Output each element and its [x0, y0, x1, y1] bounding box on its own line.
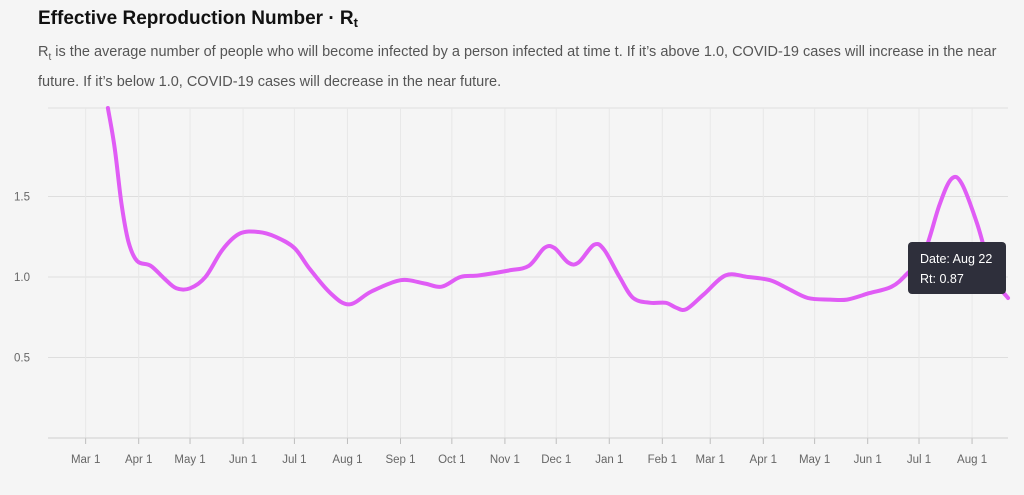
chart-series[interactable] — [105, 106, 1010, 313]
rt-series-line[interactable] — [105, 106, 1010, 313]
x-tick-label: Jun 1 — [229, 454, 257, 466]
x-tick-label: Apr 1 — [125, 454, 153, 466]
x-tick-label: Feb 1 — [648, 454, 677, 466]
x-tick-label: Jun 1 — [854, 454, 882, 466]
x-tick-label: Aug 1 — [332, 454, 362, 466]
chart-title: Effective Reproduction Number · Rt — [38, 8, 358, 30]
chart-description-symbol: R — [38, 44, 49, 60]
chart-description-subscript: t — [48, 51, 52, 63]
y-tick-label: 1.5 — [14, 192, 30, 204]
tooltip-value: Rt: 0.87 — [920, 272, 964, 286]
x-tick-label: May 1 — [799, 454, 830, 466]
y-tick-label: 1.0 — [14, 272, 30, 284]
chart-tooltip: Date: Aug 22 Rt: 0.87 — [908, 242, 1006, 294]
x-tick-label: May 1 — [174, 454, 205, 466]
chart-title-text: Effective Reproduction Number · R — [38, 8, 354, 29]
chart-title-subscript: t — [353, 15, 358, 30]
tooltip-date: Date: Aug 22 — [920, 252, 993, 266]
x-tick-label: Mar 1 — [696, 454, 725, 466]
x-tick-label: Oct 1 — [438, 454, 465, 466]
x-tick-label: Aug 1 — [957, 454, 987, 466]
x-tick-label: Jan 1 — [595, 454, 623, 466]
chart-tick-labels: 0.5 1.0 1.5 Mar 1 Apr 1 May 1 Jun 1 Jul 1 Aug 1 S… — [14, 192, 987, 466]
x-tick-label: Jul 1 — [907, 454, 931, 466]
x-tick-label: Mar 1 — [71, 454, 100, 466]
chart-description-text: is the average number of people who will… — [38, 44, 997, 90]
x-tick-label: Apr 1 — [750, 454, 778, 466]
x-tick-label: Nov 1 — [490, 454, 520, 466]
x-tick-label: Jul 1 — [282, 454, 306, 466]
chart-axes — [48, 437, 1008, 444]
x-tick-label: Sep 1 — [385, 454, 415, 466]
x-tick-label: Dec 1 — [541, 454, 571, 466]
chart-description: Rt is the average number of people who w… — [38, 40, 1018, 94]
y-tick-label: 0.5 — [14, 353, 30, 365]
chart-grid — [48, 107, 1008, 438]
